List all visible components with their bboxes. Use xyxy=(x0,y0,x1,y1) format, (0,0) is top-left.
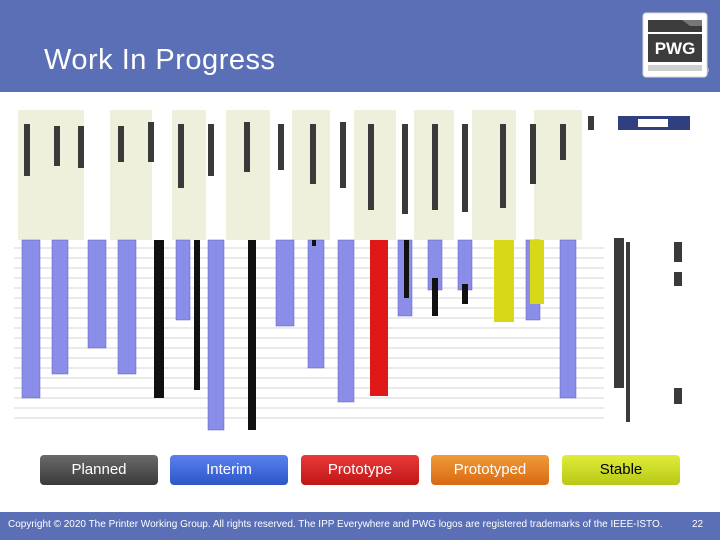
registered-mark: ® xyxy=(703,66,709,75)
logo-text: PWG xyxy=(655,39,696,58)
legend-stable: Stable xyxy=(562,455,680,485)
bar-red xyxy=(370,240,388,396)
column-headers xyxy=(18,110,602,240)
pwg-logo-icon: PWG xyxy=(642,12,708,78)
schedule-chart-image xyxy=(14,108,704,436)
legend-interim: Interim xyxy=(170,455,288,485)
legend-prototyped: Prototyped xyxy=(431,455,549,485)
page-title: Work In Progress xyxy=(44,44,276,76)
legend-planned: Planned xyxy=(40,455,158,485)
copyright-text: Copyright © 2020 The Printer Working Gro… xyxy=(8,519,663,530)
footer-bar: Copyright © 2020 The Printer Working Gro… xyxy=(0,512,720,540)
page-number: 22 xyxy=(692,519,704,530)
legend-prototype: Prototype xyxy=(301,455,419,485)
header-bar xyxy=(0,0,720,92)
